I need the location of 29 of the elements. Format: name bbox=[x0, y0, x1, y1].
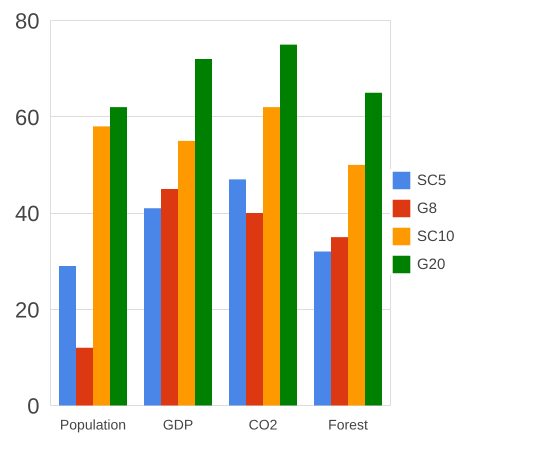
bar bbox=[331, 237, 348, 406]
bar bbox=[76, 348, 93, 406]
bar bbox=[229, 179, 246, 406]
legend-label: G20 bbox=[417, 256, 446, 272]
bar bbox=[280, 44, 297, 406]
legend-label: SC10 bbox=[417, 228, 455, 244]
x-tick-label: Population bbox=[60, 416, 126, 432]
x-tick-label: Forest bbox=[328, 416, 368, 432]
x-tick-label: CO2 bbox=[248, 416, 278, 432]
bar bbox=[348, 164, 365, 406]
bar bbox=[178, 140, 195, 406]
x-tick-label: GDP bbox=[162, 416, 194, 432]
legend-label: SC5 bbox=[417, 172, 446, 188]
bar bbox=[161, 188, 178, 406]
bar bbox=[263, 107, 280, 406]
y-tick-label: 0 bbox=[27, 394, 40, 418]
bar bbox=[144, 208, 161, 406]
bar bbox=[246, 213, 263, 406]
y-tick-label: 60 bbox=[15, 104, 40, 130]
legend-label: G8 bbox=[417, 200, 438, 216]
bar bbox=[314, 252, 331, 406]
bar bbox=[195, 59, 212, 406]
y-tick-label: 40 bbox=[15, 201, 40, 226]
bar bbox=[93, 126, 110, 406]
bar bbox=[110, 107, 127, 406]
y-tick-label: 80 bbox=[15, 8, 40, 34]
bar bbox=[365, 92, 382, 406]
y-tick-label: 20 bbox=[15, 297, 40, 322]
bar bbox=[59, 266, 76, 406]
